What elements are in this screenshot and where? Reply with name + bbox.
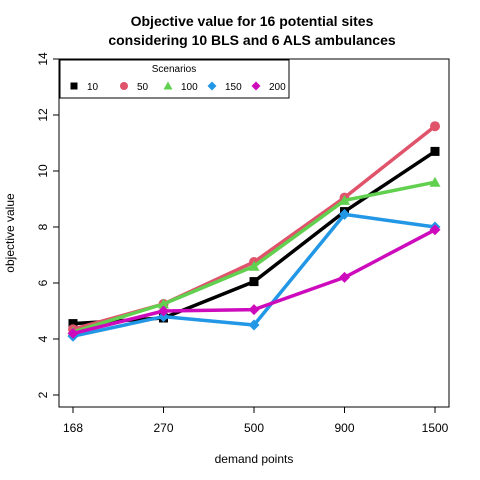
y-tick-label: 4 [36,335,50,342]
plot-frame [58,58,450,408]
y-tick-label: 6 [36,279,50,286]
data-point [430,121,440,132]
chart-title: Objective value for 16 potential sites [131,13,374,29]
legend-title: Scenarios [152,64,196,75]
y-axis-label: objective value [3,193,17,273]
data-point [249,277,259,287]
x-axis: 168 270 500 900 1500 [63,407,449,435]
data-point [158,305,169,317]
series-200 [67,224,441,339]
legend-item: 200 [251,81,286,93]
data-point [158,298,169,309]
y-tick-label: 2 [36,391,50,398]
legend-marker [251,81,261,91]
y-tick-label: 8 [36,223,50,230]
x-tick-label: 270 [153,421,173,435]
legend-marker [207,81,217,91]
y-tick-label: 12 [36,108,50,122]
data-point [67,327,79,339]
y-axis: 2 4 6 8 10 12 14 [36,52,59,398]
data-point [248,260,260,271]
x-tick-label: 1500 [422,421,449,435]
series-line [72,212,436,338]
series-10 [68,146,440,329]
data-point [429,224,441,236]
data-point [339,271,350,283]
series-line [72,149,436,326]
legend-item: 10 [70,82,99,93]
data-point [339,194,350,205]
data-point [158,311,169,323]
legend-item: 50 [120,82,149,93]
x-axis-label: demand points [215,452,294,466]
legend-label: 10 [87,82,99,93]
legend-marker [70,82,78,90]
series-50 [68,121,440,335]
legend-marker [163,81,173,90]
data-point [248,319,260,331]
legend-item: 150 [207,81,242,93]
y-tick-label: 14 [36,52,50,66]
series-layer [67,121,441,342]
data-point [248,304,260,316]
data-point [339,208,350,220]
legend-box [59,59,290,99]
data-point [68,319,78,329]
x-tick-label: 900 [334,421,354,435]
chart-subtitle: considering 10 BLS and 6 ALS ambulances [108,32,396,48]
legend-label: 100 [181,82,198,93]
data-point [429,176,441,187]
data-point [430,146,440,156]
legend-label: 200 [269,82,286,93]
legend-marker [120,82,128,90]
x-tick-label: 168 [63,421,83,435]
x-tick-label: 500 [244,421,264,435]
legend-item: 100 [163,81,198,93]
legend: Scenarios 10 50 100 150 200 [59,59,290,99]
series-line [72,124,437,331]
legend-label: 50 [137,82,149,93]
legend-label: 150 [225,82,242,93]
y-tick-label: 10 [36,164,50,178]
